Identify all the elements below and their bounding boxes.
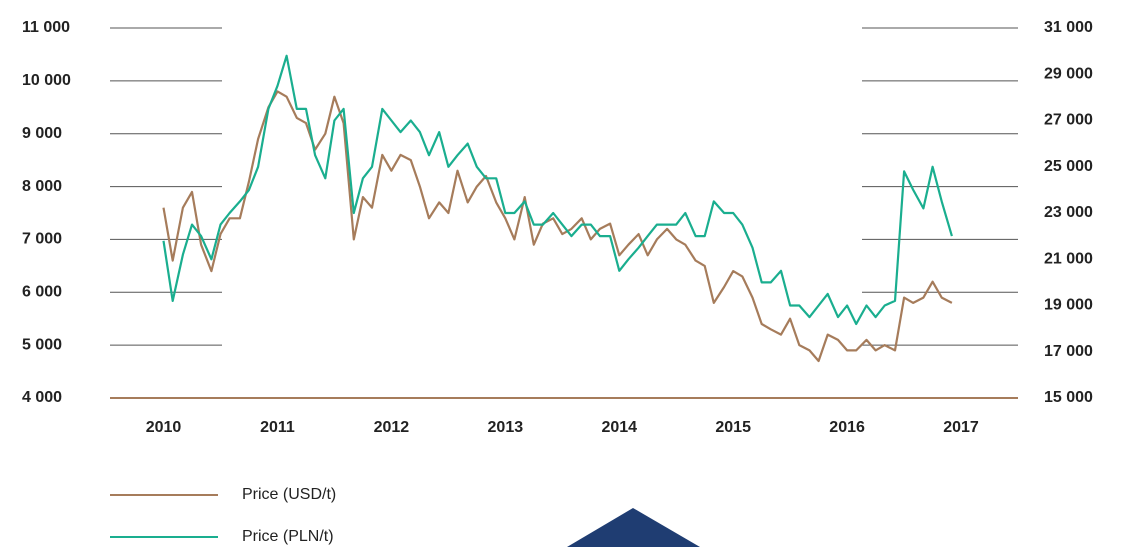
y2-tick-label: 31 000 [1044,19,1093,36]
y2-tick-label: 17 000 [1044,343,1093,360]
legend-label: Price (PLN/t) [242,528,334,545]
y-tick-label: 7 000 [22,231,62,248]
y-tick-label: 10 000 [22,72,71,89]
decoration [567,508,700,547]
y-tick-label: 11 000 [22,19,70,36]
y-tick-label: 6 000 [22,284,62,301]
data-line [162,90,953,363]
x-tick-label: 2011 [260,419,295,436]
legend-label: Price (USD/t) [242,486,336,503]
x-tick-label: 2010 [146,419,182,436]
x-tick-label: 2013 [488,419,524,436]
y-tick-label: 8 000 [22,178,62,195]
y2-tick-label: 15 000 [1044,389,1093,406]
x-tick-label: 2017 [943,419,979,436]
y2-tick-label: 19 000 [1044,297,1093,314]
data-line [162,54,953,326]
x-tick-label: 2015 [715,419,751,436]
y-tick-label: 9 000 [22,125,62,142]
x-tick-label: 2012 [374,419,410,436]
y-tick-label: 4 000 [22,389,62,406]
x-tick-label: 2016 [829,419,865,436]
y-tick-label: 5 000 [22,336,62,353]
y2-tick-label: 21 000 [1044,250,1093,267]
y2-tick-label: 29 000 [1044,65,1093,82]
y2-tick-label: 27 000 [1044,112,1093,129]
y2-tick-label: 23 000 [1044,204,1093,221]
y2-tick-label: 25 000 [1044,158,1093,175]
x-tick-label: 2014 [601,419,637,436]
